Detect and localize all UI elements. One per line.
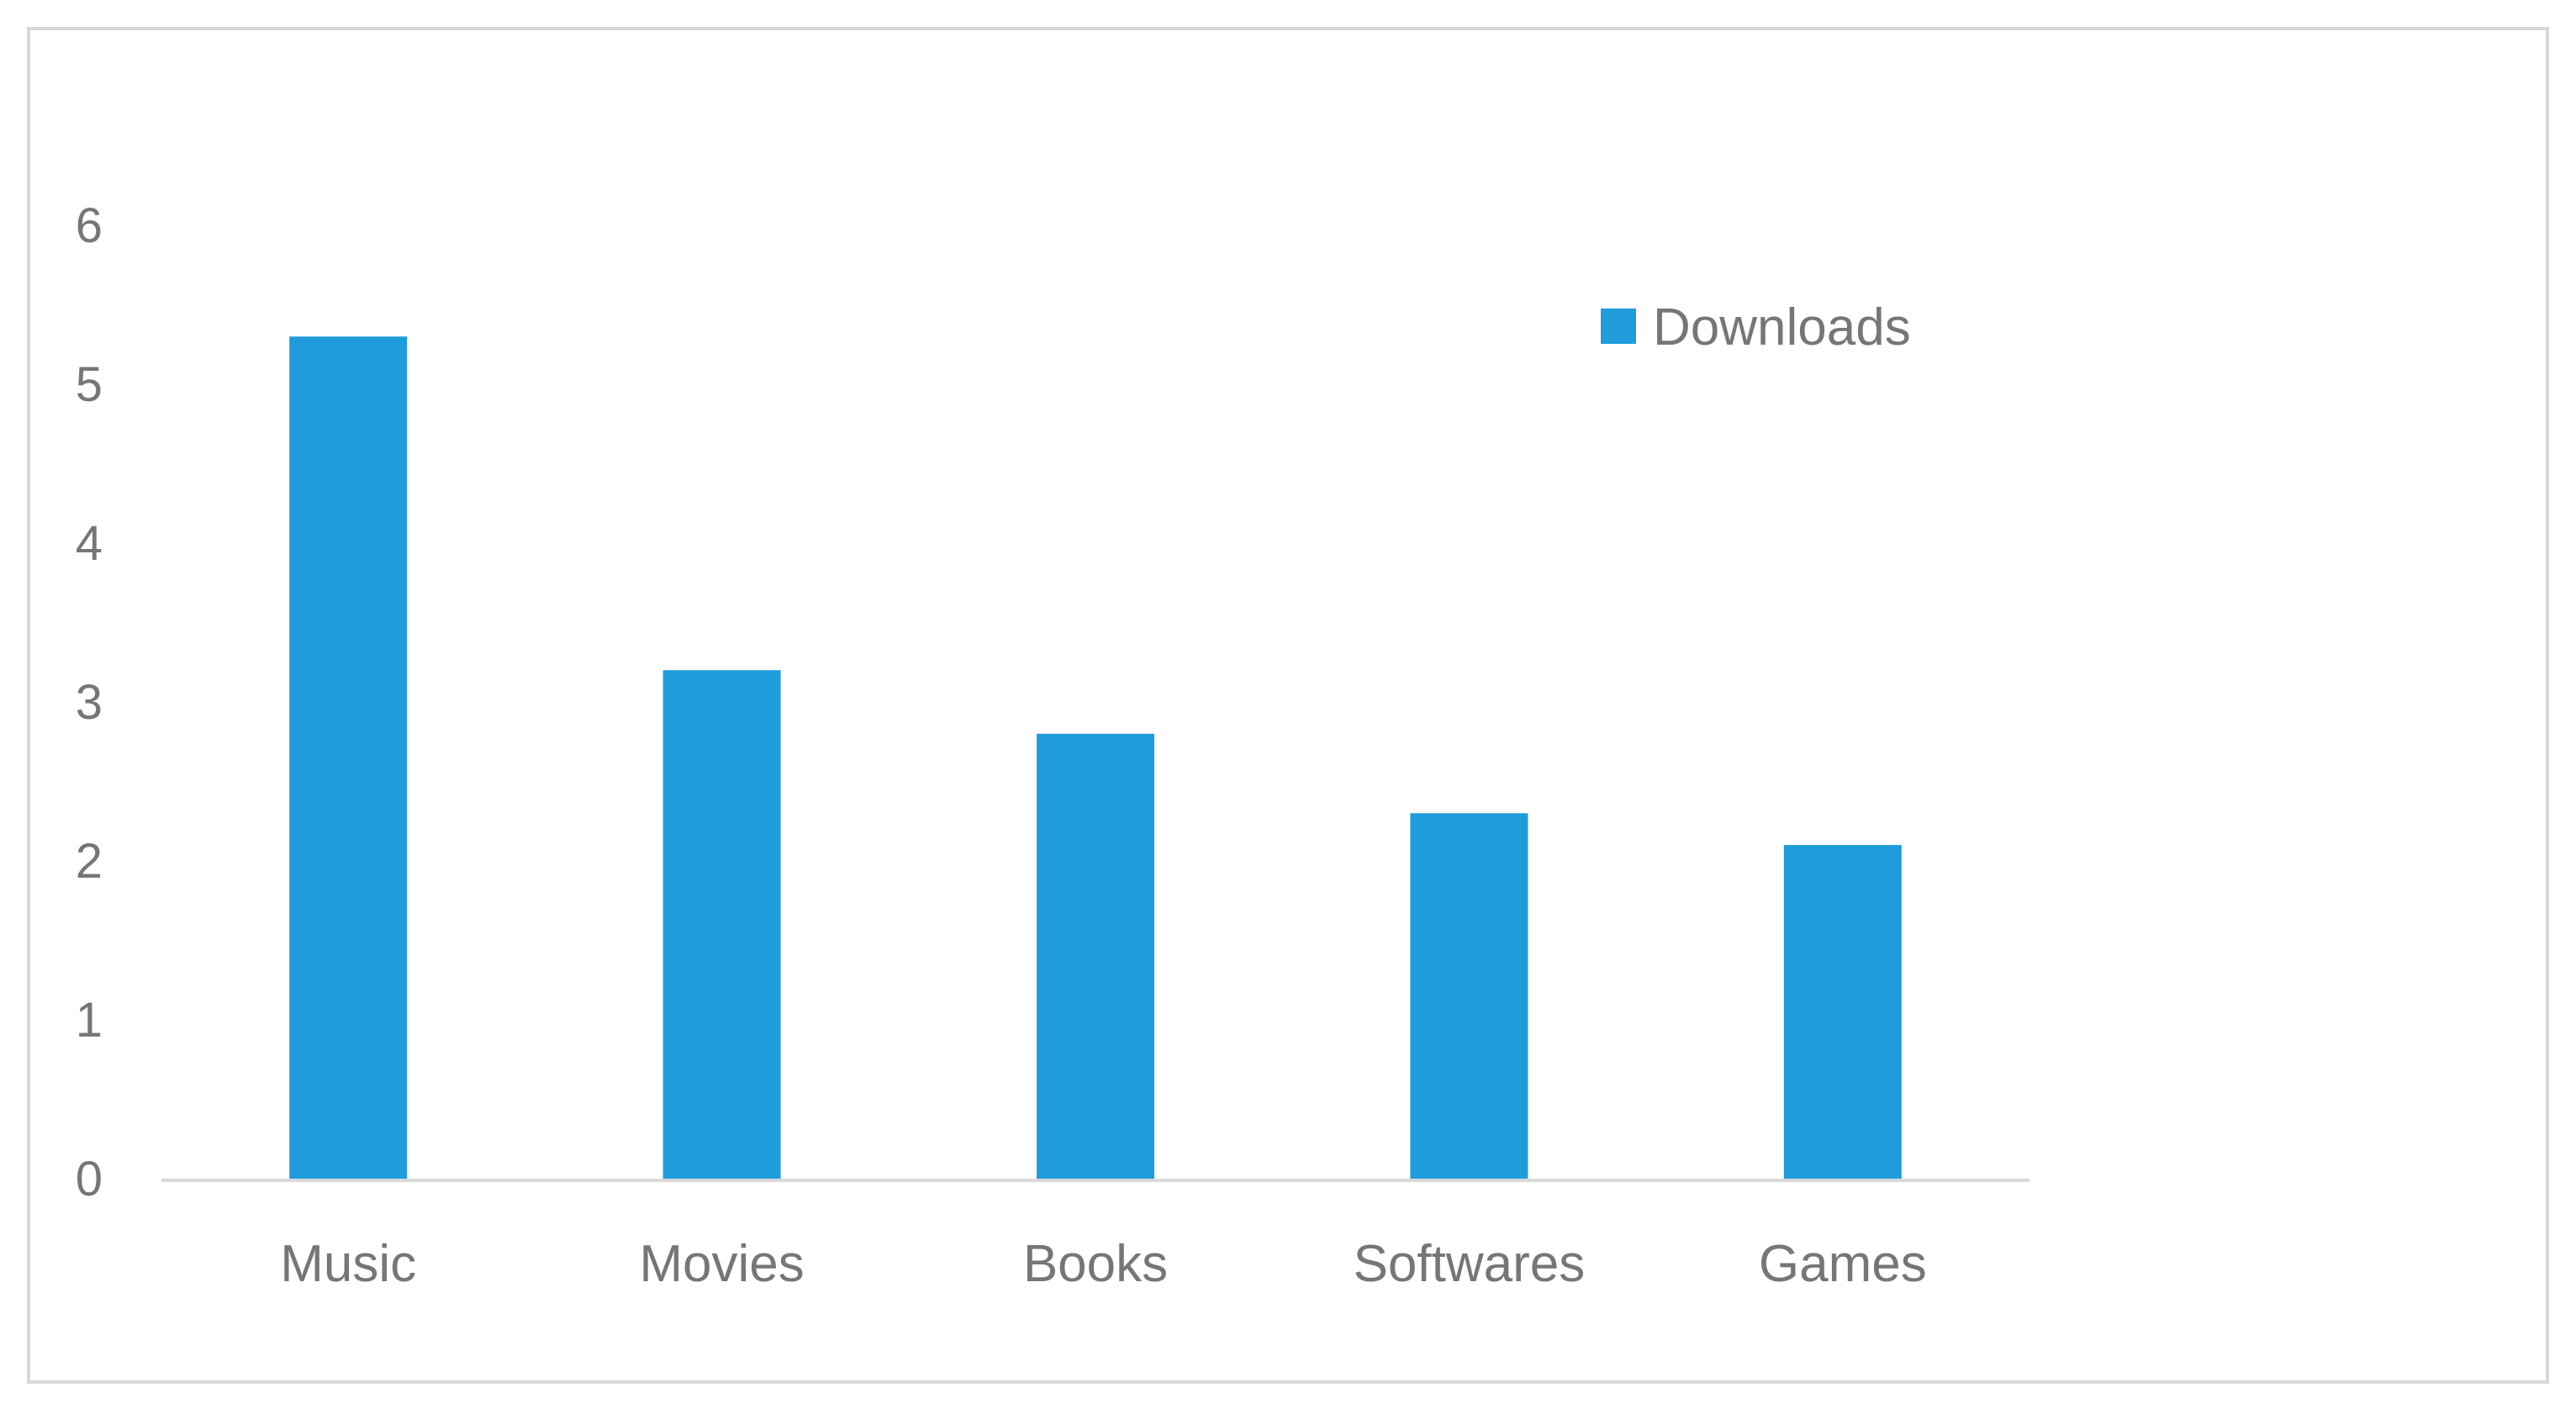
y-tick-label: 0 [76,1152,103,1206]
y-tick-label: 5 [76,357,103,412]
y-tick-label: 1 [76,993,103,1048]
bar-music [289,336,408,1179]
y-axis-ticks: 0 1 2 3 4 5 6 [76,198,103,1206]
legend-swatch [1601,309,1636,344]
bars [289,336,1902,1179]
y-tick-label: 4 [76,516,103,571]
legend-label: Downloads [1653,298,1911,356]
legend: Downloads [1601,298,1911,356]
x-tick-label: Books [1023,1235,1168,1293]
bar-games [1783,845,1902,1179]
x-tick-label: Softwares [1354,1235,1586,1293]
x-tick-label: Games [1759,1235,1927,1293]
y-tick-label: 3 [76,675,103,730]
x-axis-labels: Music Movies Books Softwares Games [280,1235,1926,1293]
x-tick-label: Music [280,1235,416,1293]
bar-books [1037,733,1154,1179]
y-tick-label: 6 [76,198,103,253]
chart-frame [27,27,2549,1384]
bar-movies [662,670,781,1179]
x-tick-label: Movies [639,1235,804,1293]
y-tick-label: 2 [76,834,103,889]
bar-softwares [1410,813,1528,1179]
